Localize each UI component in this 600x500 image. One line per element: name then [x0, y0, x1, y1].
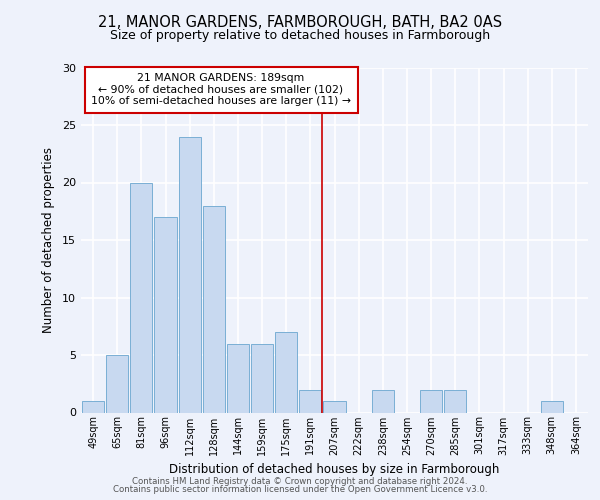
Text: Contains public sector information licensed under the Open Government Licence v3: Contains public sector information licen… — [113, 485, 487, 494]
Bar — [106, 355, 128, 412]
Text: 21, MANOR GARDENS, FARMBOROUGH, BATH, BA2 0AS: 21, MANOR GARDENS, FARMBOROUGH, BATH, BA… — [98, 15, 502, 30]
Bar — [541, 401, 563, 412]
Bar — [371, 390, 394, 412]
Bar — [275, 332, 298, 412]
Text: Size of property relative to detached houses in Farmborough: Size of property relative to detached ho… — [110, 29, 490, 42]
Bar — [82, 401, 104, 412]
Bar — [420, 390, 442, 412]
Bar — [154, 217, 176, 412]
Bar — [323, 401, 346, 412]
Text: Contains HM Land Registry data © Crown copyright and database right 2024.: Contains HM Land Registry data © Crown c… — [132, 477, 468, 486]
Bar — [444, 390, 466, 412]
Bar — [299, 390, 322, 412]
Bar — [203, 206, 225, 412]
Bar — [179, 136, 201, 412]
Text: 21 MANOR GARDENS: 189sqm
← 90% of detached houses are smaller (102)
10% of semi-: 21 MANOR GARDENS: 189sqm ← 90% of detach… — [91, 73, 351, 106]
Bar — [130, 182, 152, 412]
Bar — [227, 344, 249, 412]
Y-axis label: Number of detached properties: Number of detached properties — [42, 147, 55, 333]
X-axis label: Distribution of detached houses by size in Farmborough: Distribution of detached houses by size … — [169, 463, 500, 476]
Bar — [251, 344, 273, 412]
